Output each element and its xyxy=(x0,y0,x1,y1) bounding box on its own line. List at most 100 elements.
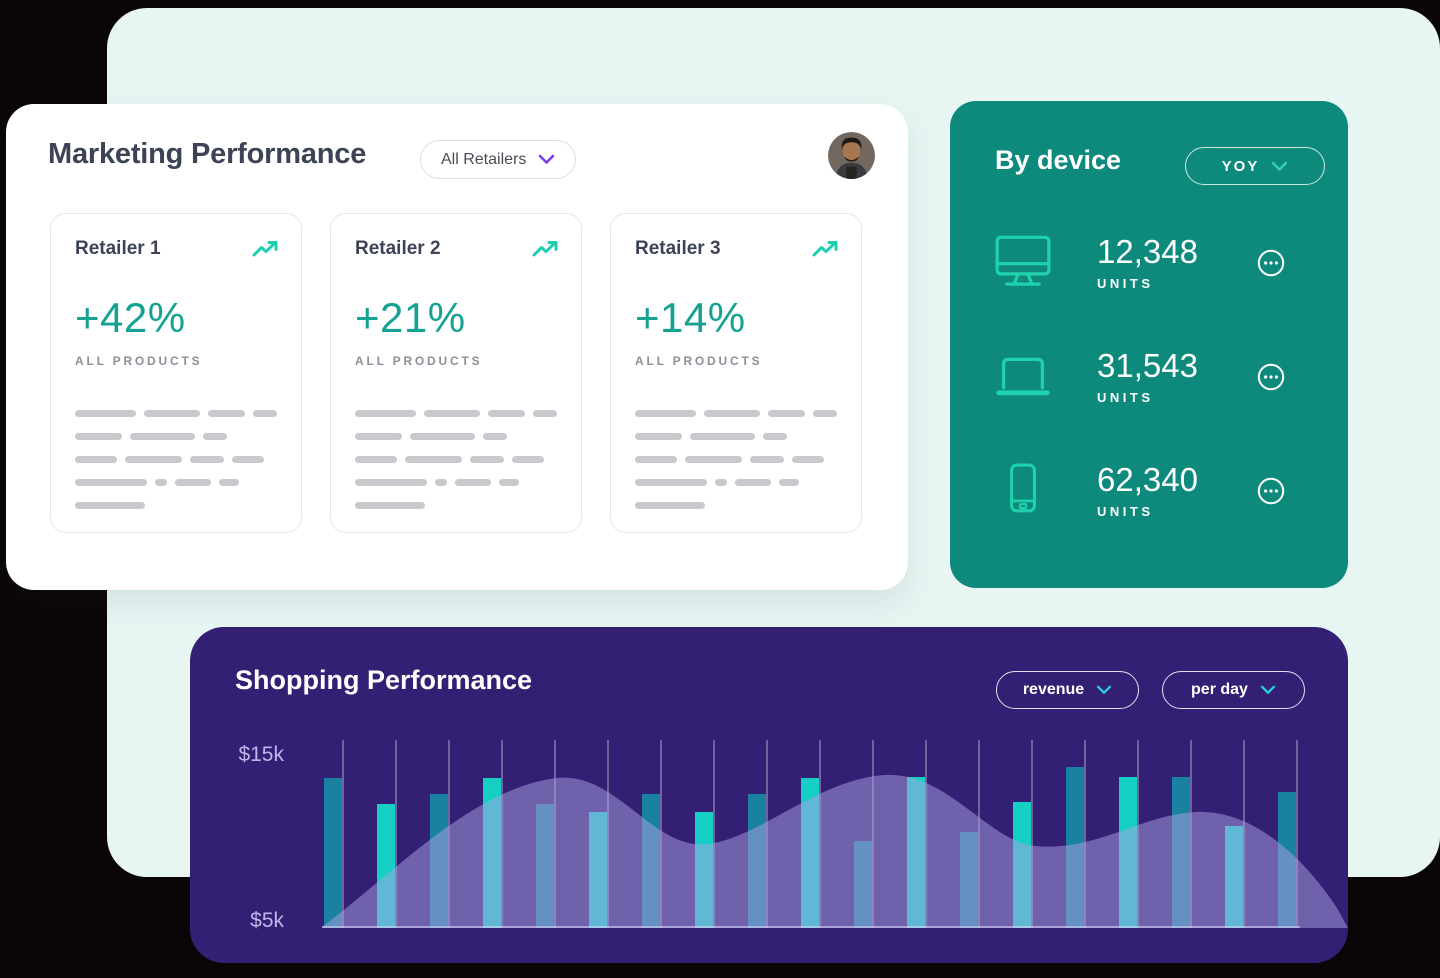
placeholder-text-segment xyxy=(779,479,799,486)
placeholder-text-segment xyxy=(685,456,742,463)
per-day-filter-dropdown[interactable]: per day xyxy=(1162,671,1305,709)
chevron-down-icon xyxy=(1096,685,1112,695)
placeholder-text-segment xyxy=(813,410,838,417)
marketing-title: Marketing Performance xyxy=(48,138,367,170)
y-axis-label-bottom: $5k xyxy=(250,909,284,932)
ellipsis-icon xyxy=(1257,477,1285,508)
placeholder-text-row xyxy=(355,502,557,509)
device-units-value: 12,348 xyxy=(1097,232,1198,270)
by-device-card: By device YOY 12,348 UNITS xyxy=(950,101,1348,588)
revenue-filter-dropdown[interactable]: revenue xyxy=(996,671,1139,709)
placeholder-text-segment xyxy=(435,479,447,486)
placeholder-text-segment xyxy=(533,410,558,417)
placeholder-text-segment xyxy=(253,410,278,417)
placeholder-text-row xyxy=(635,502,837,509)
placeholder-text-row xyxy=(635,433,837,440)
per-day-filter-label: per day xyxy=(1191,681,1248,698)
shopping-performance-card: Shopping Performance revenue per day $15… xyxy=(190,627,1348,963)
growth-sublabel: ALL PRODUCTS xyxy=(635,354,763,368)
placeholder-text-row xyxy=(75,479,277,486)
placeholder-text-segment xyxy=(75,479,147,486)
placeholder-text-segment xyxy=(488,410,526,417)
device-units-label: UNITS xyxy=(1097,504,1154,520)
device-units-value: 31,543 xyxy=(1097,346,1198,384)
placeholder-text-row xyxy=(355,433,557,440)
placeholder-text-segment xyxy=(75,433,122,440)
ellipsis-icon xyxy=(1257,363,1285,394)
placeholder-text-segment xyxy=(792,456,824,463)
placeholder-text-segment xyxy=(635,410,696,417)
ellipsis-icon xyxy=(1257,249,1285,280)
yoy-filter-label: YOY xyxy=(1221,157,1260,175)
placeholder-text-segment xyxy=(355,502,425,509)
growth-percentage: +42% xyxy=(75,294,186,341)
placeholder-text-row xyxy=(355,410,558,417)
placeholder-text-segment xyxy=(715,479,727,486)
device-units-label: UNITS xyxy=(1097,276,1154,292)
placeholder-text-segment xyxy=(232,456,264,463)
marketing-performance-card: Marketing Performance All Retailers xyxy=(6,104,908,590)
user-avatar[interactable] xyxy=(828,132,875,179)
placeholder-text-segment xyxy=(355,479,427,486)
trend-area-overlay xyxy=(322,774,1348,928)
device-units-label: UNITS xyxy=(1097,390,1154,406)
placeholder-text-block xyxy=(355,410,558,509)
retailer-card-3: Retailer 3 +14% ALL PRODUCTS xyxy=(610,213,862,533)
trending-up-icon xyxy=(252,240,279,263)
placeholder-text-segment xyxy=(405,456,462,463)
grid-line xyxy=(713,740,715,928)
placeholder-text-segment xyxy=(219,479,239,486)
placeholder-text-segment xyxy=(175,479,211,486)
mobile-icon xyxy=(995,463,1051,520)
placeholder-text-row xyxy=(355,479,557,486)
placeholder-text-segment xyxy=(208,410,246,417)
placeholder-text-row xyxy=(75,502,277,509)
retailer-cards-row: Retailer 1 +42% ALL PRODUCTS Retailer 2 … xyxy=(50,213,862,533)
placeholder-text-segment xyxy=(690,433,755,440)
trending-up-icon xyxy=(532,240,559,263)
growth-sublabel: ALL PRODUCTS xyxy=(75,354,203,368)
retailers-filter-dropdown[interactable]: All Retailers xyxy=(420,140,577,179)
placeholder-text-segment xyxy=(130,433,195,440)
placeholder-text-segment xyxy=(703,410,761,417)
growth-sublabel: ALL PRODUCTS xyxy=(355,354,483,368)
row-options-button[interactable] xyxy=(1257,249,1285,277)
chevron-down-icon xyxy=(1260,685,1276,695)
device-stats: 62,340 UNITS xyxy=(1097,460,1198,520)
placeholder-text-segment xyxy=(635,479,707,486)
placeholder-text-segment xyxy=(455,479,491,486)
retailer-name: Retailer 2 xyxy=(355,238,441,259)
placeholder-text-segment xyxy=(750,456,784,463)
by-device-title: By device xyxy=(995,145,1122,175)
placeholder-text-row xyxy=(635,456,837,463)
shopping-title: Shopping Performance xyxy=(235,665,533,695)
placeholder-text-block xyxy=(635,410,838,509)
placeholder-text-segment xyxy=(635,456,677,463)
chevron-down-icon xyxy=(538,154,555,165)
revenue-filter-label: revenue xyxy=(1022,681,1085,698)
row-options-button[interactable] xyxy=(1257,477,1285,505)
yoy-filter-dropdown[interactable]: YOY xyxy=(1185,147,1325,185)
growth-percentage: +21% xyxy=(355,294,466,341)
device-row-desktop: 12,348 UNITS xyxy=(995,215,1303,311)
placeholder-text-segment xyxy=(512,456,544,463)
placeholder-text-segment xyxy=(155,479,167,486)
row-options-button[interactable] xyxy=(1257,363,1285,391)
device-stats: 31,543 UNITS xyxy=(1097,346,1198,406)
laptop-icon xyxy=(995,352,1051,403)
placeholder-text-segment xyxy=(768,410,806,417)
placeholder-text-segment xyxy=(635,433,682,440)
placeholder-text-segment xyxy=(355,433,402,440)
placeholder-text-segment xyxy=(499,479,519,486)
placeholder-text-row xyxy=(635,410,838,417)
y-axis-label-top: $15k xyxy=(238,743,284,766)
device-row-laptop: 31,543 UNITS xyxy=(995,329,1303,425)
placeholder-text-segment xyxy=(75,502,145,509)
device-units-value: 62,340 xyxy=(1097,460,1198,498)
placeholder-text-segment xyxy=(355,410,416,417)
placeholder-text-segment xyxy=(635,502,705,509)
device-row-mobile: 62,340 UNITS xyxy=(995,443,1303,539)
placeholder-text-segment xyxy=(355,456,397,463)
revenue-bar xyxy=(324,778,342,928)
